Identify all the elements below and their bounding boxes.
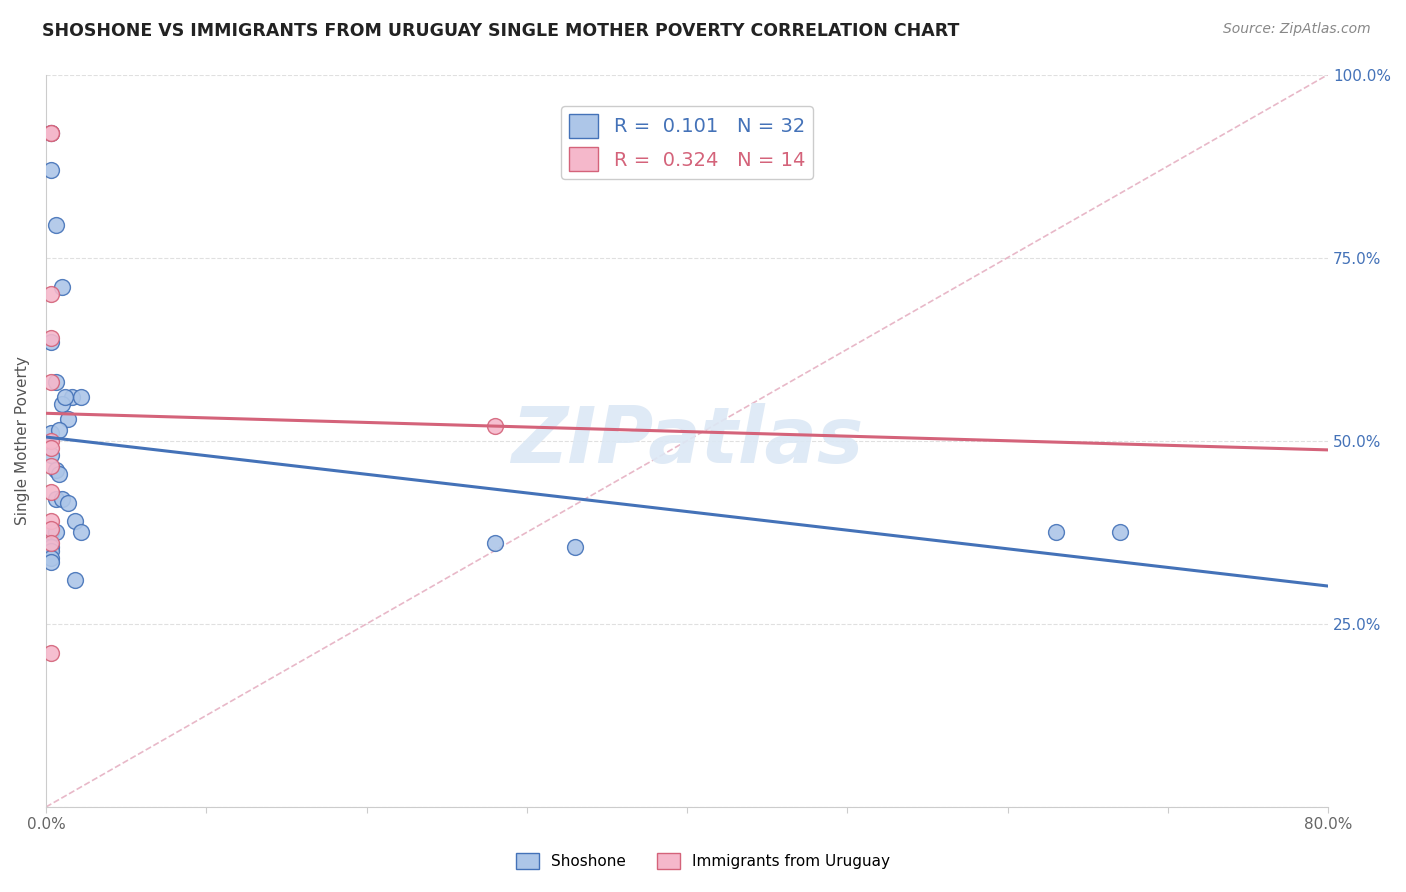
Point xyxy=(39,646,62,660)
Point xyxy=(70,390,93,404)
Point xyxy=(45,218,67,232)
Point xyxy=(39,485,62,500)
Point xyxy=(39,126,62,140)
Point xyxy=(484,419,506,434)
Point xyxy=(51,397,73,411)
Point xyxy=(564,540,586,554)
Point xyxy=(39,426,62,441)
Point xyxy=(39,287,62,301)
Point xyxy=(39,459,62,474)
Point xyxy=(51,492,73,507)
Point xyxy=(58,411,80,425)
Point xyxy=(58,496,80,510)
Point xyxy=(60,390,83,404)
Point xyxy=(45,492,67,507)
Point xyxy=(39,375,62,389)
Legend: Shoshone, Immigrants from Uruguay: Shoshone, Immigrants from Uruguay xyxy=(510,847,896,875)
Point xyxy=(39,434,62,448)
Point xyxy=(70,525,93,540)
Point xyxy=(39,536,62,550)
Point xyxy=(39,540,62,554)
Point xyxy=(39,162,62,177)
Text: Source: ZipAtlas.com: Source: ZipAtlas.com xyxy=(1223,22,1371,37)
Legend: R =  0.101   N = 32, R =  0.324   N = 14: R = 0.101 N = 32, R = 0.324 N = 14 xyxy=(561,106,813,179)
Point xyxy=(63,514,86,528)
Point xyxy=(39,525,62,540)
Point xyxy=(484,536,506,550)
Point xyxy=(63,573,86,587)
Point xyxy=(45,375,67,389)
Text: ZIPatlas: ZIPatlas xyxy=(510,403,863,479)
Point xyxy=(39,126,62,140)
Text: SHOSHONE VS IMMIGRANTS FROM URUGUAY SINGLE MOTHER POVERTY CORRELATION CHART: SHOSHONE VS IMMIGRANTS FROM URUGUAY SING… xyxy=(42,22,959,40)
Point xyxy=(39,441,62,455)
Point xyxy=(39,334,62,349)
Point xyxy=(39,550,62,565)
Point xyxy=(45,525,67,540)
Point xyxy=(39,126,62,140)
Point xyxy=(39,543,62,558)
Point xyxy=(45,463,67,477)
Point xyxy=(39,514,62,528)
Point xyxy=(39,555,62,569)
Point xyxy=(1045,525,1067,540)
Point xyxy=(39,449,62,463)
Point xyxy=(51,280,73,294)
Point xyxy=(1108,525,1130,540)
Point xyxy=(39,331,62,345)
Y-axis label: Single Mother Poverty: Single Mother Poverty xyxy=(15,356,30,525)
Point xyxy=(48,423,70,437)
Point xyxy=(39,522,62,536)
Point xyxy=(48,467,70,481)
Point xyxy=(53,390,76,404)
